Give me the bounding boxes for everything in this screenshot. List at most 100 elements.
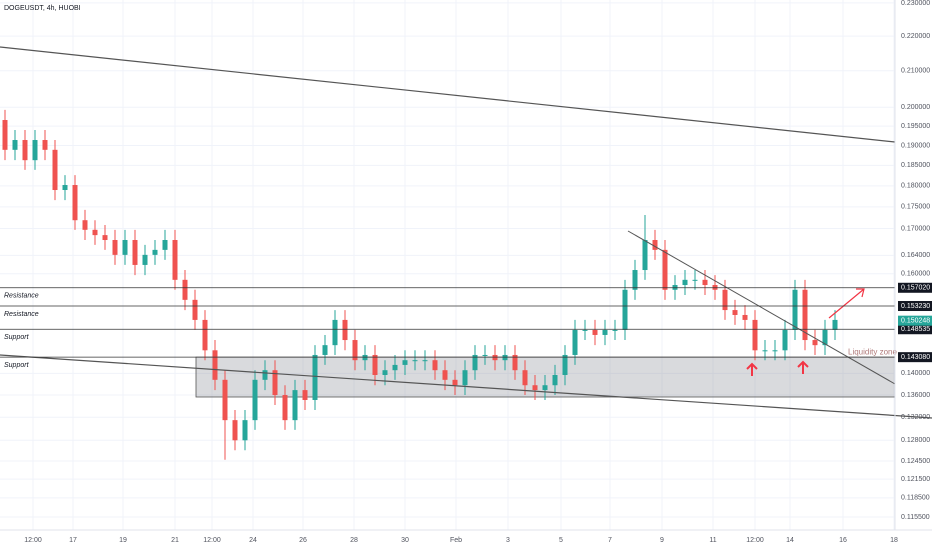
y-tick-label: 0.132000 bbox=[901, 414, 930, 421]
candle-body bbox=[432, 360, 438, 371]
x-tick-label: 12:00 bbox=[24, 537, 42, 544]
price-tag bbox=[898, 352, 932, 363]
candle-body bbox=[492, 354, 498, 361]
x-tick-label: 28 bbox=[350, 537, 358, 544]
candle-body bbox=[412, 360, 418, 362]
candles bbox=[2, 109, 838, 460]
y-tick-label: 0.160000 bbox=[901, 271, 930, 278]
y-tick-label: 0.185000 bbox=[901, 162, 930, 169]
candle-body bbox=[622, 289, 628, 330]
candle-body bbox=[442, 370, 448, 380]
candle-body bbox=[602, 329, 608, 335]
chart-title: DOGEUSDT, 4h, HUOBI bbox=[4, 5, 81, 12]
candle-body bbox=[742, 314, 748, 320]
candle-body bbox=[772, 350, 778, 352]
candle-body bbox=[102, 235, 108, 241]
candle-body bbox=[72, 185, 78, 221]
arrows bbox=[746, 288, 865, 376]
candle-body bbox=[462, 370, 468, 386]
candle-body bbox=[722, 289, 728, 311]
candle-body bbox=[22, 140, 28, 161]
candle-body bbox=[42, 140, 48, 150]
x-tick-label: 17 bbox=[69, 537, 77, 544]
candle-body bbox=[372, 354, 378, 376]
candle-body bbox=[452, 379, 458, 386]
candle-body bbox=[552, 375, 558, 386]
candle-body bbox=[472, 354, 478, 371]
level-name: Support bbox=[4, 362, 30, 369]
level-name: Resistance bbox=[4, 293, 39, 300]
candle-body bbox=[762, 350, 768, 352]
x-tick-label: 16 bbox=[839, 537, 847, 544]
x-tick-label: 12:00 bbox=[203, 537, 221, 544]
candle-body bbox=[192, 299, 198, 320]
candle-body bbox=[632, 270, 638, 290]
x-tick-label: Feb bbox=[450, 537, 462, 544]
price-tag-label: 0.148535 bbox=[901, 326, 930, 333]
target-arrow bbox=[828, 288, 865, 319]
y-tick-label: 0.128000 bbox=[901, 437, 930, 444]
candle-body bbox=[262, 370, 268, 380]
y-tick-label: 0.195000 bbox=[901, 123, 930, 130]
candle-body bbox=[122, 240, 128, 255]
candle-body bbox=[232, 420, 238, 441]
candle-body bbox=[272, 370, 278, 396]
candle-body bbox=[662, 249, 668, 290]
candle-body bbox=[202, 319, 208, 351]
candle-body bbox=[542, 385, 548, 391]
candle-body bbox=[832, 319, 838, 330]
y-tick-label: 0.118500 bbox=[901, 495, 930, 502]
y-tick-label: 0.210000 bbox=[901, 68, 930, 75]
candle-body bbox=[292, 390, 298, 421]
price-tag bbox=[898, 301, 932, 312]
x-tick-label: 21 bbox=[171, 537, 179, 544]
y-tick-label: 0.140000 bbox=[901, 370, 930, 377]
price-tag-label: 0.143080 bbox=[901, 354, 930, 361]
candle-body bbox=[302, 390, 308, 400]
candle-body bbox=[82, 220, 88, 230]
y-tick-label: 0.180000 bbox=[901, 183, 930, 190]
candle-body bbox=[822, 329, 828, 346]
candle-body bbox=[362, 354, 368, 361]
x-tick-label: 9 bbox=[660, 537, 664, 544]
candle-body bbox=[392, 364, 398, 371]
level-name: Resistance bbox=[4, 311, 39, 318]
y-tick-label: 0.230000 bbox=[901, 0, 930, 7]
candle-body bbox=[132, 240, 138, 265]
x-tick-label: 14 bbox=[786, 537, 794, 544]
price-tag-label: 0.153230 bbox=[901, 303, 930, 310]
trendline bbox=[0, 46, 896, 143]
x-tick-label: 12:00 bbox=[746, 537, 764, 544]
candle-body bbox=[322, 345, 328, 355]
candle-body bbox=[222, 379, 228, 421]
candle-body bbox=[512, 354, 518, 371]
y-tick-label: 0.200000 bbox=[901, 104, 930, 111]
trendline bbox=[0, 354, 932, 419]
x-tick-label: 26 bbox=[299, 537, 307, 544]
candle-body bbox=[752, 319, 758, 351]
candle-body bbox=[332, 319, 338, 346]
candle-body bbox=[52, 149, 58, 191]
candle-body bbox=[32, 140, 38, 161]
candle-body bbox=[382, 370, 388, 376]
price-tag-label: 0.157020 bbox=[901, 285, 930, 292]
candle-body bbox=[342, 319, 348, 341]
level-name: Support bbox=[4, 334, 30, 341]
candle-body bbox=[2, 120, 8, 150]
y-tick-label: 0.190000 bbox=[901, 142, 930, 149]
candle-body bbox=[482, 354, 488, 356]
candle-body bbox=[212, 350, 218, 380]
annotation: Liquidity zone bbox=[848, 347, 897, 356]
candle-body bbox=[572, 329, 578, 355]
candle-body bbox=[802, 289, 808, 341]
y-tick-label: 0.136000 bbox=[901, 392, 930, 399]
candle-body bbox=[592, 329, 598, 335]
candle-body bbox=[612, 329, 618, 331]
candle-body bbox=[532, 385, 538, 391]
drawings: Resistance Resistance Support Support Liquid… bbox=[0, 46, 932, 419]
candle-body bbox=[652, 240, 658, 250]
candle-body bbox=[522, 370, 528, 386]
x-tick-label: 18 bbox=[890, 537, 898, 544]
